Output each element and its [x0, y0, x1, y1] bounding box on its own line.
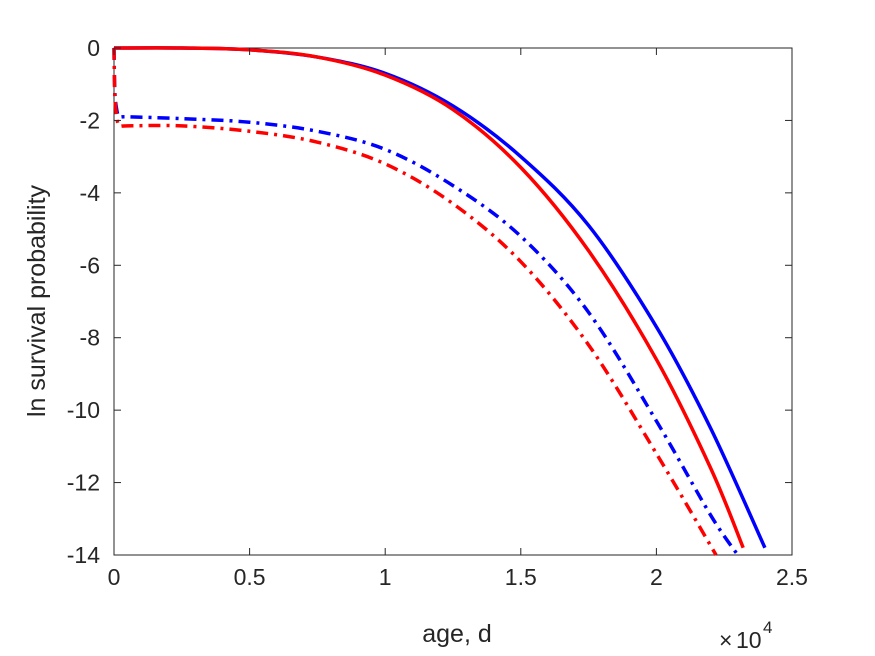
y-tick-label: -2 [80, 107, 100, 133]
y-axis-ticks: 0 -2 -4 -6 -8 -10 -12 -14 [67, 35, 792, 568]
series-line-3 [112, 47, 740, 556]
x-tick-label: 2.5 [776, 564, 808, 590]
x-tick-label: 2 [650, 564, 663, 590]
x-axis-exponent: × 10 4 [719, 618, 772, 653]
y-tick-label: -8 [80, 325, 100, 351]
x-tick-label: 0 [108, 564, 121, 590]
x-exponent-base: 10 [736, 627, 762, 653]
x-tick-label: 1 [379, 564, 392, 590]
y-tick-label: -10 [67, 397, 100, 423]
series-line-2 [113, 46, 745, 549]
series-layer [112, 46, 767, 556]
plot-area [113, 47, 793, 556]
y-tick-label: -6 [80, 252, 100, 278]
x-axis-ticks: 0 0.5 1 1.5 2 2.5 [108, 48, 808, 590]
x-exponent-prefix: × [719, 627, 732, 653]
y-tick-label: -12 [67, 470, 100, 496]
y-tick-label: 0 [87, 35, 100, 61]
x-tick-label: 1.5 [505, 564, 537, 590]
y-tick-label: -4 [80, 180, 101, 206]
x-axis-label: age, d [422, 620, 492, 648]
y-tick-label: -14 [67, 542, 100, 568]
series-line-4 [112, 47, 718, 556]
y-axis-label: ln survival probability [23, 184, 51, 417]
x-tick-label: 0.5 [234, 564, 266, 590]
x-exponent-power: 4 [763, 618, 772, 637]
